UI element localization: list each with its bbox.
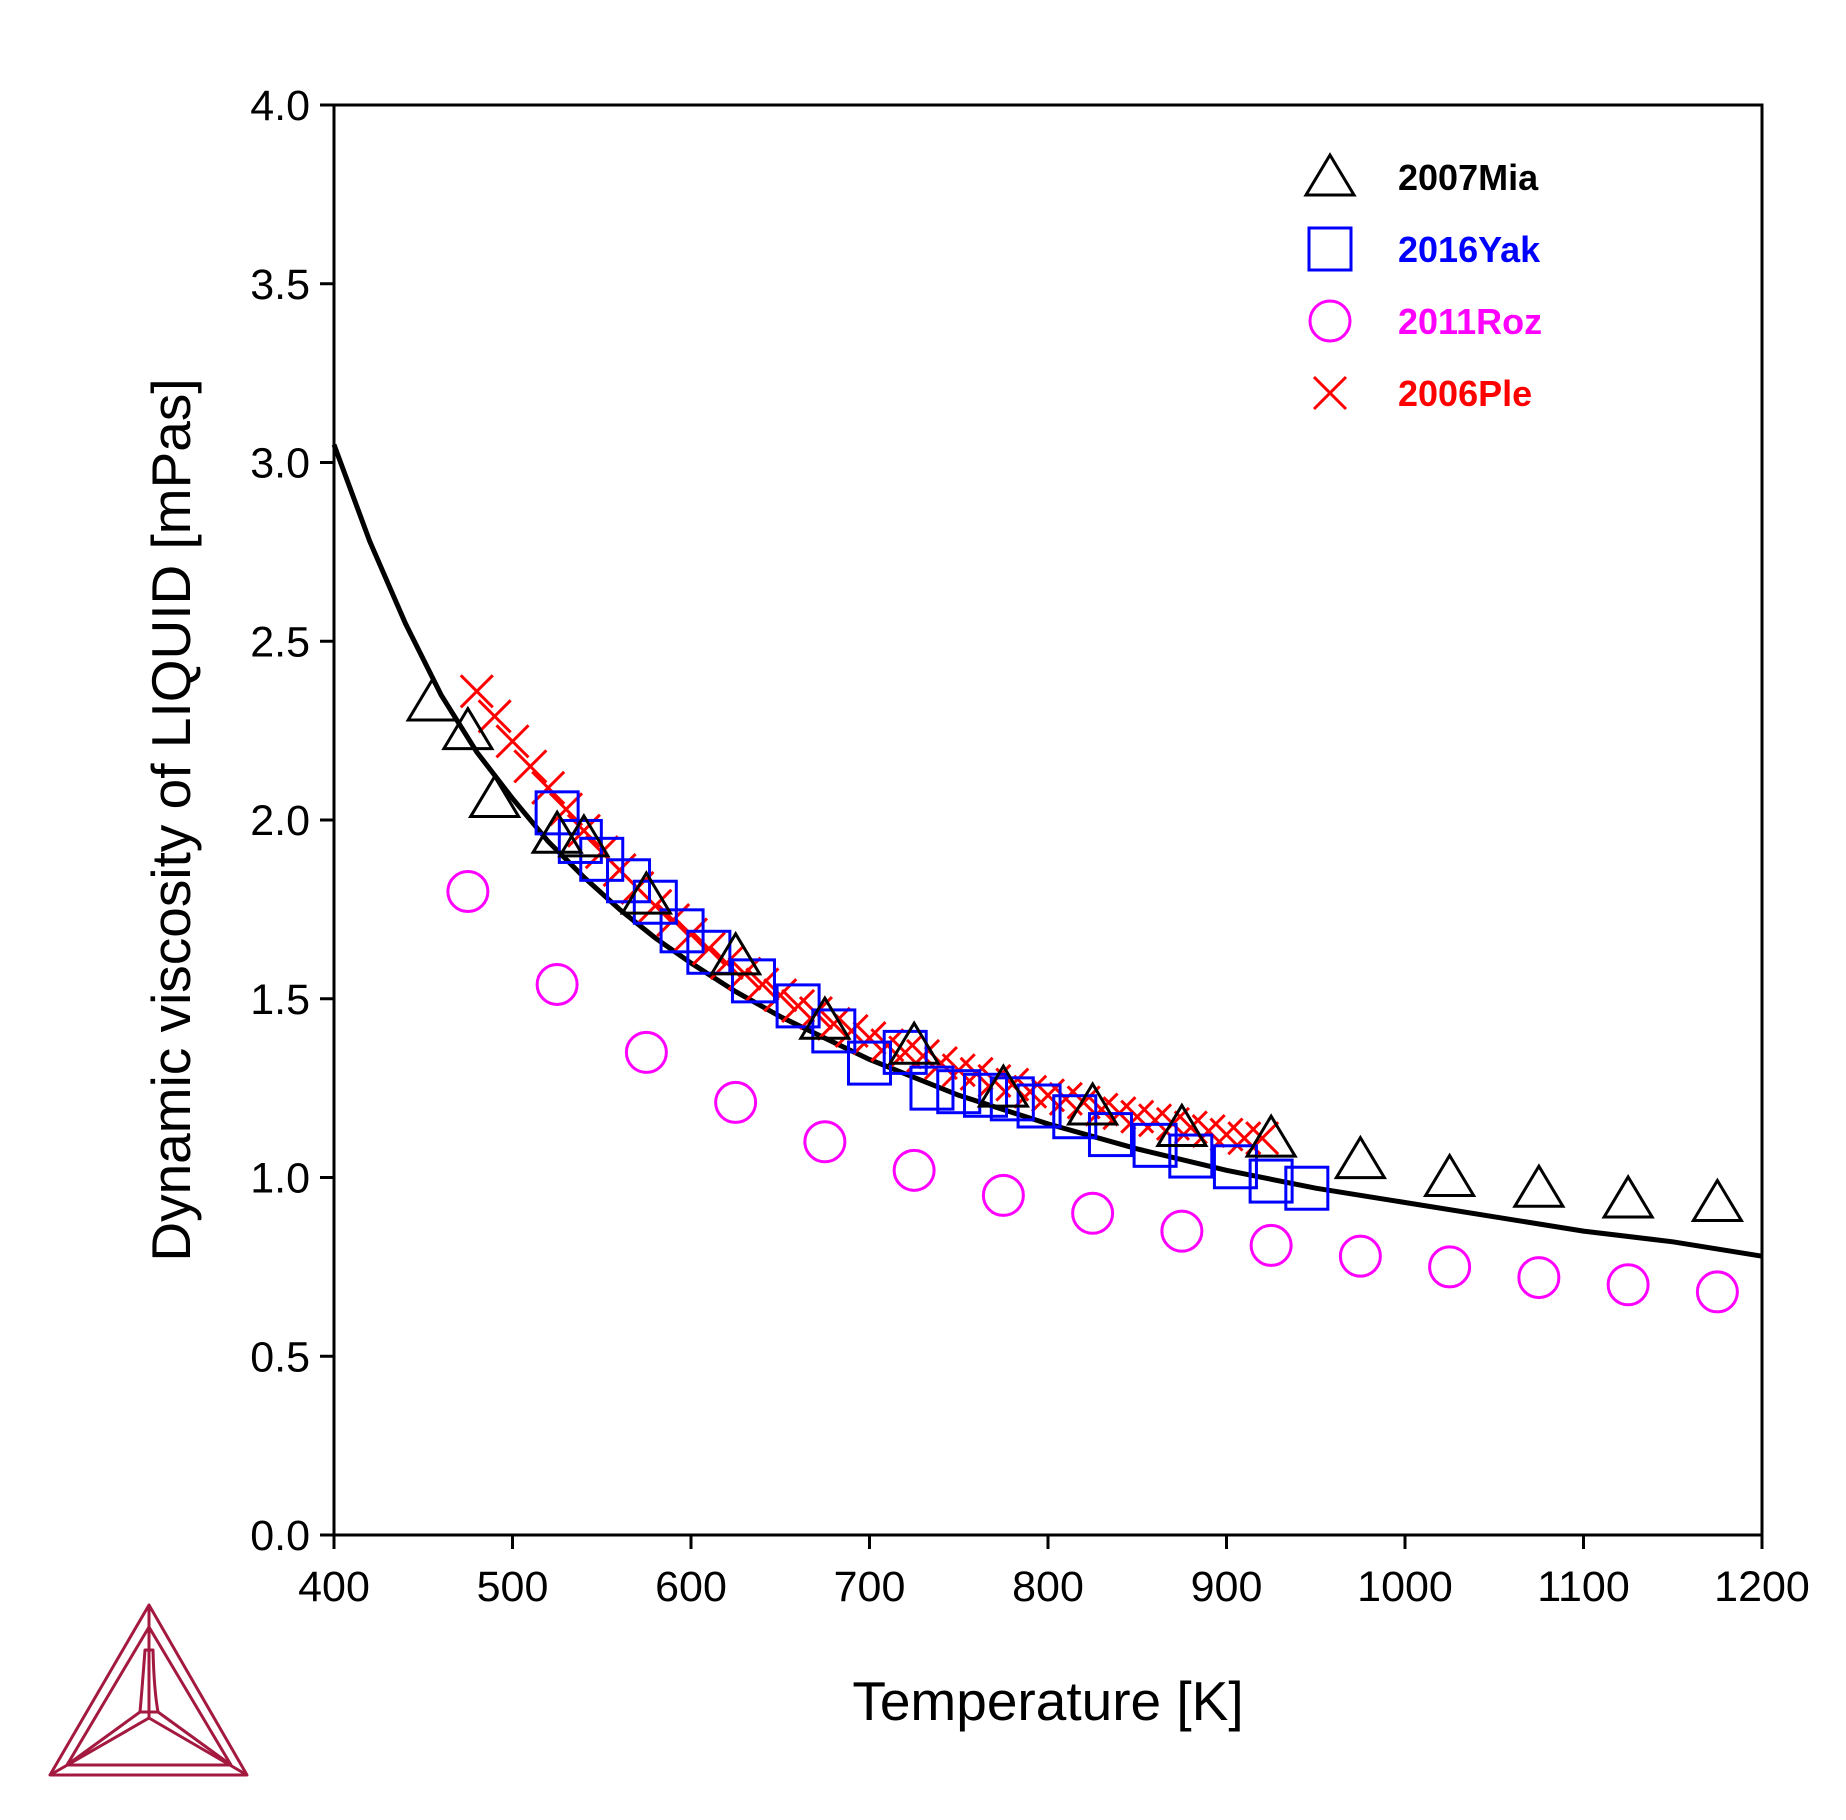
marker-2007Mia (619, 870, 674, 915)
marker-2011Roz (1249, 1223, 1293, 1267)
x-tick-label: 400 (298, 1563, 370, 1611)
marker-2016Yak (882, 1029, 928, 1075)
y-tick-label: 2.5 (250, 618, 310, 666)
x-tick-label: 1100 (1537, 1563, 1629, 1611)
marker-2006Ple (477, 699, 512, 734)
marker-2007Mia (530, 809, 584, 854)
marker-2011Roz (981, 1173, 1025, 1217)
marker-2011Roz (1606, 1263, 1650, 1307)
marker-2016Yak (811, 1008, 857, 1054)
marker-2007Mia (1244, 1113, 1298, 1158)
marker-2007Mia (1155, 1102, 1209, 1147)
marker-2016Yak (1248, 1158, 1294, 1204)
marker-2007Mia (468, 773, 522, 819)
marker-2006Ple (459, 674, 494, 709)
y-tick-label: 3.5 (250, 261, 310, 309)
marker-2006Ple (816, 1006, 851, 1041)
marker-2006Ple (852, 1021, 887, 1056)
marker-2016Yak (1284, 1165, 1330, 1211)
marker-2007Mia (1690, 1177, 1745, 1223)
marker-2007Mia (1333, 1134, 1388, 1180)
marker-2007Mia (405, 677, 459, 722)
x-tick-label: 1200 (1714, 1563, 1810, 1611)
y-tick-label: 0.5 (250, 1333, 310, 1381)
marker-2006Ple (870, 1028, 905, 1063)
marker-2011Roz (1695, 1270, 1739, 1314)
plot-frame (332, 103, 1764, 1537)
marker-2007Mia (1422, 1152, 1477, 1197)
marker-2016Yak (686, 929, 732, 975)
marker-2011Roz (624, 1030, 668, 1074)
marker-2011Roz (446, 870, 490, 913)
y-tick-label: 3.0 (250, 440, 310, 488)
x-axis-title: Temperature [K] (852, 1670, 1243, 1732)
y-tick-label: 1.5 (250, 976, 310, 1024)
legend-label: 2006Ple (1398, 373, 1532, 414)
y-tick-label: 2.0 (250, 797, 310, 845)
marker-2007Mia (1512, 1163, 1566, 1208)
x-tick-label: 800 (1012, 1563, 1084, 1611)
marker-2016Yak (534, 790, 580, 836)
marker-2011Roz (1160, 1209, 1204, 1253)
legend-marker-2007Mia (1303, 152, 1357, 197)
data-markers (405, 674, 1745, 1314)
legend: 2007Mia 2016Yak 2011Roz 2006Ple (1303, 152, 1542, 414)
y-axis-title: Dynamic viscosity of LIQUID [mPas] (140, 378, 202, 1261)
thermo-calc-logo (48, 1603, 249, 1777)
marker-2011Roz (892, 1148, 936, 1192)
marker-2016Yak (1212, 1144, 1258, 1190)
marker-2011Roz (1517, 1256, 1561, 1300)
marker-2007Mia (708, 930, 763, 976)
marker-2006Ple (495, 724, 530, 759)
legend-label: 2011Roz (1398, 301, 1542, 342)
x-axis-ticks: 400 500 600 700 800 900 1000 1100 1200 (298, 1535, 1810, 1611)
marker-2006Ple (638, 888, 673, 923)
marker-2006Ple (781, 988, 816, 1023)
marker-2006Ple (513, 749, 548, 784)
marker-2011Roz (803, 1120, 847, 1164)
y-tick-label: 1.0 (250, 1155, 310, 1203)
marker-2016Yak (1052, 1094, 1098, 1140)
marker-2016Yak (909, 1065, 955, 1111)
legend-marker-2006Ple (1312, 375, 1348, 411)
marker-2016Yak (730, 958, 776, 1004)
marker-2007Mia (798, 995, 852, 1040)
y-axis-ticks: 0.0 0.5 1.0 1.5 2.0 2.5 3.0 3.5 4.0 (250, 82, 334, 1560)
marker-2011Roz (714, 1080, 758, 1124)
legend-marker-2011Roz (1308, 299, 1352, 343)
marker-2007Mia (976, 1063, 1031, 1108)
y-tick-label: 4.0 (250, 82, 310, 130)
marker-2011Roz (535, 962, 579, 1006)
legend-marker-2016Yak (1307, 226, 1353, 272)
marker-2016Yak (1168, 1133, 1214, 1179)
x-tick-label: 500 (477, 1563, 549, 1611)
marker-2007Mia (1065, 1081, 1120, 1126)
marker-2011Roz (1071, 1191, 1115, 1235)
marker-2016Yak (936, 1069, 982, 1115)
marker-2011Roz (1338, 1234, 1382, 1278)
marker-2011Roz (1428, 1245, 1472, 1289)
marker-2007Mia (1601, 1174, 1655, 1219)
x-tick-label: 900 (1191, 1563, 1263, 1611)
x-tick-label: 1000 (1357, 1563, 1453, 1611)
marker-2007Mia (557, 812, 611, 858)
x-tick-label: 600 (655, 1563, 727, 1611)
marker-2016Yak (989, 1076, 1035, 1122)
marker-2007Mia (887, 1020, 941, 1065)
marker-2007Mia (441, 705, 495, 751)
marker-2016Yak (632, 879, 678, 925)
model-curve (331, 443, 1763, 1259)
legend-label: 2016Yak (1398, 229, 1541, 270)
marker-2016Yak (963, 1072, 1009, 1118)
legend-label: 2007Mia (1398, 157, 1539, 198)
x-tick-label: 700 (834, 1563, 906, 1611)
y-tick-label: 0.0 (250, 1512, 310, 1560)
